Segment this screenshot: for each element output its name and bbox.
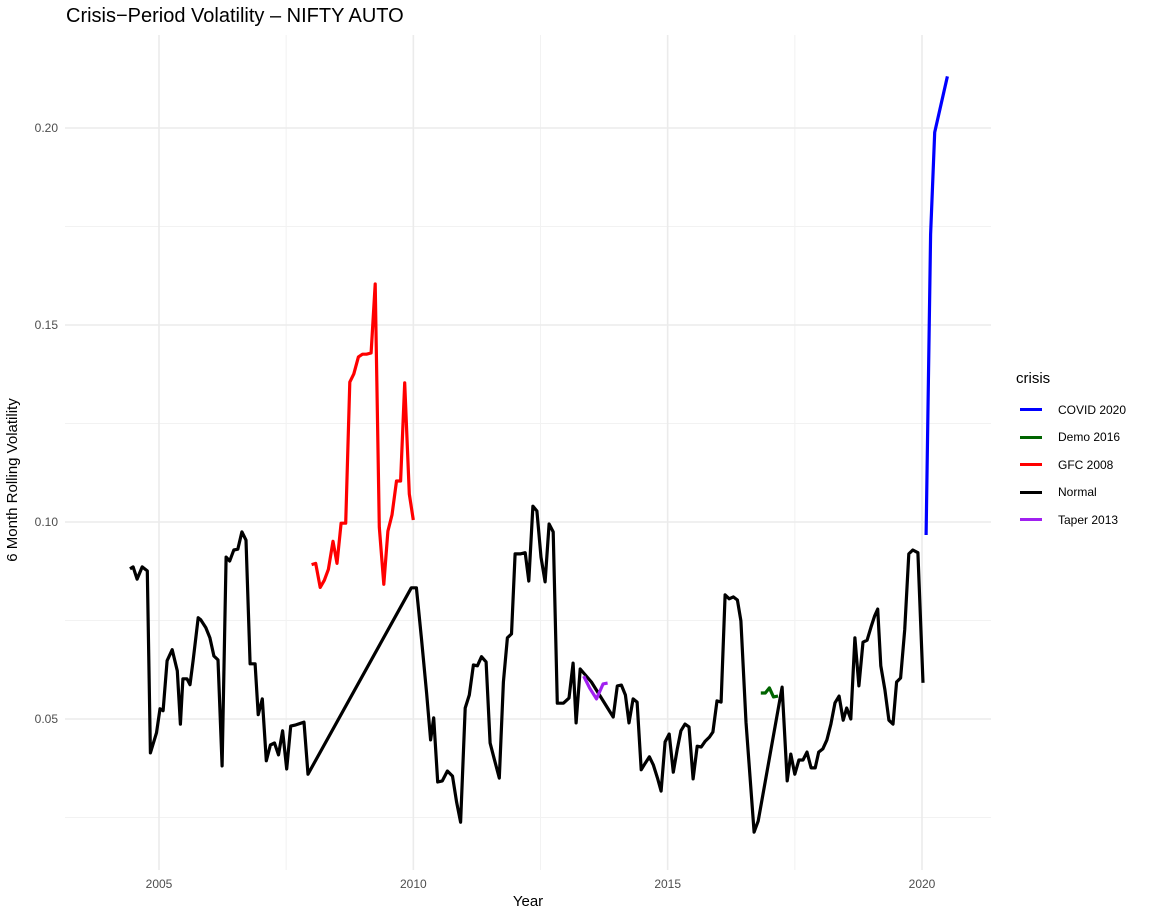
legend-item-covid-2020: COVID 2020	[1016, 396, 1126, 424]
series-line-covid-2020	[924, 76, 949, 536]
legend-item-gfc-2008: GFC 2008	[1016, 451, 1126, 479]
y-tick-label: 0.15	[35, 318, 59, 332]
x-tick-label: 2010	[400, 877, 427, 891]
legend-label: Taper 2013	[1058, 512, 1119, 527]
x-axis-ticks: 2005 2010 2015 2020	[146, 877, 936, 891]
chart-title: Crisis−Period Volatility – NIFTY AUTO	[66, 5, 404, 27]
legend-key-line-icon	[1020, 463, 1042, 467]
legend-label: GFC 2008	[1058, 457, 1114, 472]
x-axis-label: Year	[512, 893, 544, 910]
legend-key-line-icon	[1020, 490, 1042, 494]
legend-item-taper-2013: Taper 2013	[1016, 506, 1126, 534]
y-axis-ticks: 0.05 0.10 0.15 0.20	[35, 121, 59, 726]
x-tick-label: 2005	[146, 877, 173, 891]
legend-label: Demo 2016	[1058, 430, 1121, 445]
legend-key-line-icon	[1020, 518, 1042, 522]
series-line-gfc-2008	[311, 282, 415, 590]
legend-item-normal: Normal	[1016, 479, 1126, 507]
major-gridlines	[65, 35, 991, 870]
legend-item-demo-2016: Demo 2016	[1016, 424, 1126, 452]
legend-label: COVID 2020	[1058, 402, 1127, 417]
x-tick-label: 2015	[654, 877, 681, 891]
legend-key-line-icon	[1020, 435, 1042, 439]
y-tick-label: 0.20	[35, 121, 59, 135]
legend-label: Normal	[1058, 485, 1097, 500]
series-line-normal	[129, 504, 925, 834]
legend: crisis COVID 2020 Demo 2016 GFC 2008 Nor…	[1016, 370, 1126, 534]
series-line-demo-2016	[760, 686, 779, 699]
x-tick-label: 2020	[909, 877, 936, 891]
series-line-taper-2013	[582, 675, 608, 701]
legend-key-line-icon	[1020, 408, 1042, 412]
series-lines	[129, 76, 949, 834]
y-tick-label: 0.05	[35, 712, 59, 726]
minor-gridlines	[65, 35, 991, 870]
legend-title: crisis	[1016, 370, 1051, 387]
y-axis-label: 6 Month Rolling Volatility	[4, 398, 21, 562]
y-tick-label: 0.10	[35, 515, 59, 529]
